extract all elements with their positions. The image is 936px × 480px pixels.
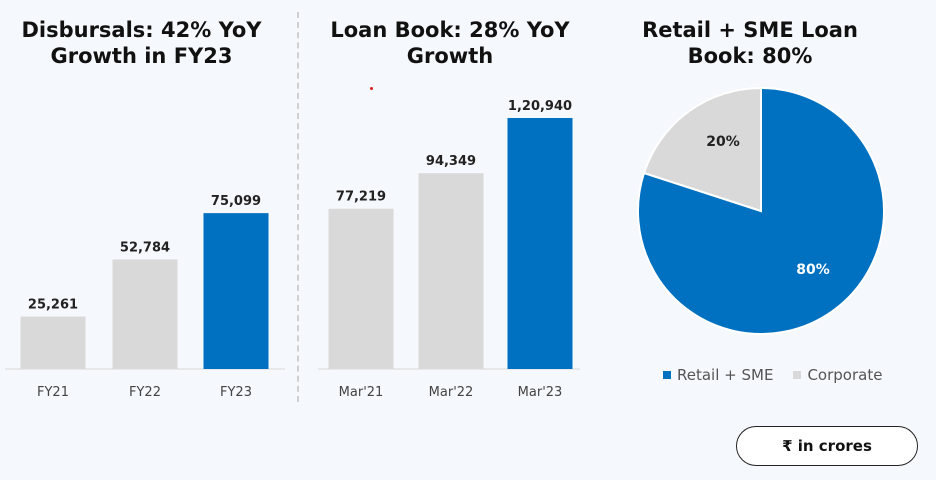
disbursals-value-label-1: 52,784 bbox=[120, 240, 170, 255]
disbursals-value-label-2: 75,099 bbox=[211, 194, 261, 209]
disbursals-category-label-2: FY23 bbox=[220, 385, 252, 400]
disbursals-category-label-1: FY22 bbox=[129, 385, 161, 400]
legend-item-retail-sme: Retail + SME bbox=[663, 366, 773, 384]
disbursals-bar-2 bbox=[203, 213, 269, 369]
loan-book-value-label-0: 77,219 bbox=[336, 190, 386, 205]
disbursals-value-label-0: 25,261 bbox=[28, 298, 78, 313]
loan-book-value-label-2: 1,20,940 bbox=[508, 99, 572, 114]
pie-slice-label-0: 80% bbox=[796, 262, 830, 278]
loan-book-category-label-2: Mar'23 bbox=[518, 385, 563, 400]
pie-legend: Retail + SME Corporate bbox=[663, 366, 896, 384]
legend-swatch-retail-sme bbox=[663, 371, 671, 379]
pie-slice-1 bbox=[642, 86, 762, 213]
disbursals-title: Disbursals: 42% YoY Growth in FY23 bbox=[21, 18, 262, 68]
loan-book-category-label-0: Mar'21 bbox=[339, 385, 384, 400]
pie-slice-label-1: 20% bbox=[706, 134, 740, 150]
legend-item-corporate: Corporate bbox=[793, 366, 882, 384]
loan-book-bar-1 bbox=[418, 173, 484, 369]
loan-book-bar-0 bbox=[328, 208, 394, 369]
loan-book-title: Loan Book: 28% YoY Growth bbox=[330, 18, 570, 68]
loan-book-value-label-1: 94,349 bbox=[426, 154, 476, 169]
legend-label-corporate: Corporate bbox=[807, 366, 883, 384]
loan-book-category-label-1: Mar'22 bbox=[429, 385, 474, 400]
disbursals-category-label-0: FY21 bbox=[37, 385, 69, 400]
units-button[interactable]: ₹ in crores bbox=[736, 426, 918, 466]
retail-sme-title: Retail + SME Loan Book: 80% bbox=[642, 18, 858, 68]
legend-swatch-corporate bbox=[793, 371, 802, 379]
legend-label-retail-sme: Retail + SME bbox=[677, 366, 774, 384]
disbursals-bar-1 bbox=[112, 259, 178, 369]
disbursals-bar-0 bbox=[20, 316, 86, 369]
panel-divider bbox=[297, 12, 299, 402]
loan-book-bar-2 bbox=[507, 118, 573, 369]
stray-dot bbox=[370, 87, 373, 90]
